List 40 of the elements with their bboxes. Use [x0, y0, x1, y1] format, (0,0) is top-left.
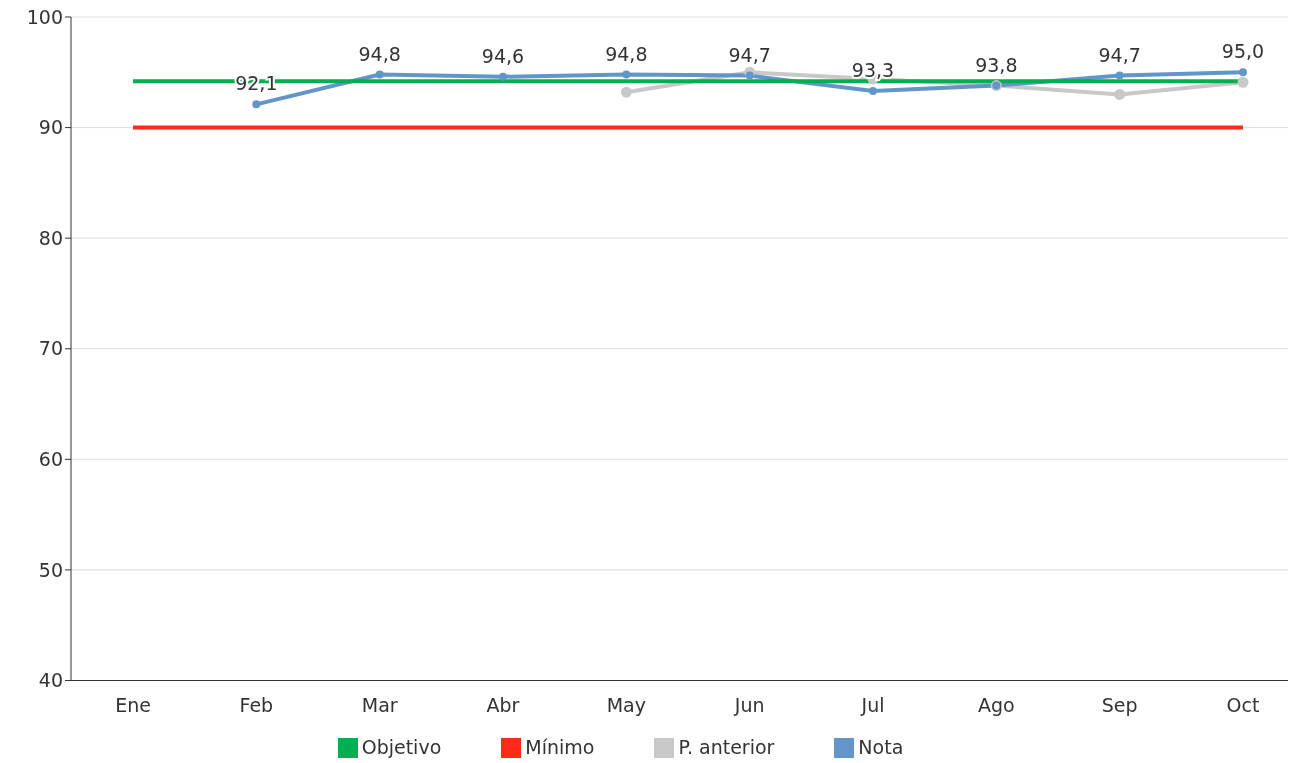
y-tick-label: 70 — [38, 337, 63, 360]
point — [375, 70, 384, 79]
x-tick-label: Jul — [860, 693, 885, 716]
data-label: 94,8 — [605, 42, 648, 65]
x-tick-label: Oct — [1226, 693, 1260, 716]
legend-label: Nota — [858, 735, 904, 758]
point — [869, 87, 877, 96]
legend-label: Objetivo — [361, 735, 442, 758]
y-tick-label: 50 — [38, 558, 63, 581]
data-label: 95,0 — [1221, 40, 1265, 63]
data-label: 94,7 — [1098, 43, 1141, 66]
point — [1237, 76, 1249, 88]
point — [499, 72, 507, 81]
x-tick-label: Sep — [1101, 693, 1138, 716]
data-label: 93,8 — [975, 53, 1018, 76]
data-label: 93,3 — [851, 59, 895, 82]
point — [1239, 68, 1247, 77]
legend-label: Mínimo — [525, 735, 595, 758]
data-label: 94,8 — [358, 42, 401, 65]
point — [620, 86, 632, 98]
data-label: 94,7 — [728, 43, 771, 66]
point — [745, 71, 754, 80]
legend-label: P. anterior — [678, 735, 775, 758]
y-tick-label: 60 — [38, 448, 63, 471]
y-tick-label: 90 — [38, 116, 63, 139]
x-tick-label: May — [606, 693, 646, 716]
y-tick-label: 100 — [26, 5, 63, 28]
x-tick-label: Ene — [115, 693, 151, 716]
data-label: 94,6 — [481, 44, 525, 67]
point — [622, 70, 631, 79]
x-tick-label: Jun — [733, 693, 765, 716]
x-tick-label: Ago — [977, 693, 1015, 716]
y-tick-label: 40 — [38, 669, 63, 692]
point — [252, 100, 261, 109]
x-tick-label: Abr — [486, 693, 520, 716]
point — [1114, 88, 1126, 100]
point — [1115, 71, 1124, 80]
x-tick-label: Feb — [239, 693, 274, 716]
y-tick-label: 80 — [38, 226, 63, 249]
x-tick-label: Mar — [361, 693, 398, 716]
